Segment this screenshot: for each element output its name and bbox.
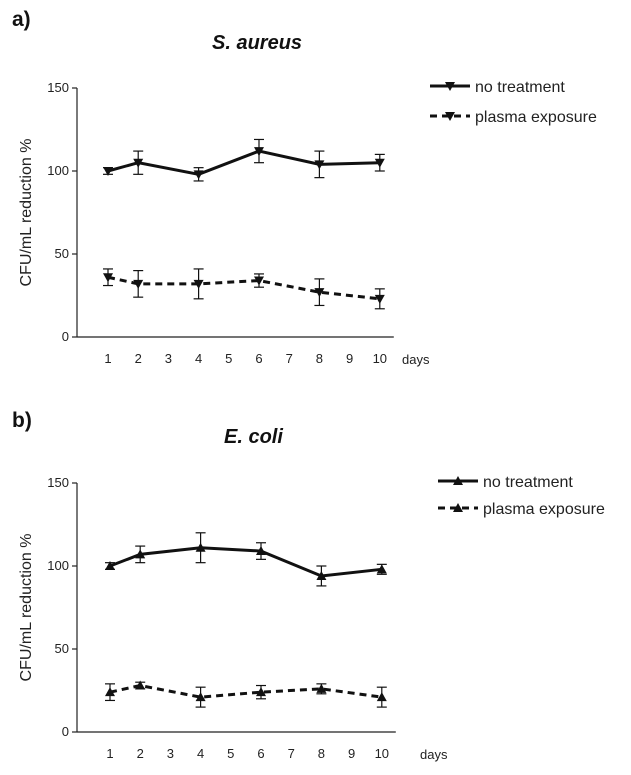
series-line-plasma [109, 683, 383, 699]
series-line-no-treatment [107, 149, 380, 176]
y-axis-label: CFU/mL reduction % [18, 139, 35, 287]
chart-title-a: S. aureus [212, 32, 303, 54]
y-tick-label: 100 [47, 163, 69, 178]
legend-label: plasma exposure [483, 501, 605, 518]
data-point [256, 546, 266, 556]
x-tick-label: 5 [227, 746, 234, 761]
chart-panel-a: 0 50 100 150 1 2 3 4 5 6 7 8 9 10 days CFU/mL reduction… [0, 0, 631, 380]
x-tick-label: 2 [135, 351, 142, 366]
x-tick-label: 7 [286, 351, 293, 366]
data-point [135, 549, 146, 559]
chart-panel-b: 0 50 100 150 1 2 3 4 5 6 7 8 9 10 days CFU/mL reduction… [0, 395, 631, 775]
data-point [105, 687, 115, 697]
data-point [376, 692, 387, 702]
x-tick-label: 3 [167, 746, 174, 761]
x-axis-label: days [420, 747, 448, 762]
x-tick-label: 10 [373, 351, 387, 366]
x-tick-label: 6 [257, 746, 264, 761]
x-tick-label: 1 [104, 351, 111, 366]
panel-label-a: a) [12, 8, 31, 31]
chart-b-plot: 0 50 100 150 1 2 3 4 5 6 7 8 9 10 days CFU/mL reduction… [18, 474, 605, 762]
data-point [103, 167, 113, 176]
x-tick-label: 9 [346, 351, 353, 366]
x-tick-label: 9 [348, 746, 355, 761]
y-tick-label: 0 [62, 724, 69, 739]
y-tick-label: 150 [47, 475, 69, 490]
data-point [254, 147, 264, 157]
legend-marker [453, 476, 463, 485]
legend-label: no treatment [483, 474, 573, 491]
y-tick-label: 100 [47, 558, 69, 573]
y-tick-label: 50 [55, 641, 69, 656]
data-point [193, 279, 204, 289]
data-point [316, 683, 327, 693]
chart-title-b: E. coli [224, 426, 283, 448]
data-point [316, 570, 327, 580]
y-tick-label: 50 [55, 246, 69, 261]
data-point [195, 542, 206, 552]
panel-label-b: b) [12, 409, 32, 432]
data-point [374, 158, 385, 168]
y-tick-label: 150 [47, 80, 69, 95]
x-tick-label: 8 [316, 351, 323, 366]
x-axis-label: days [402, 352, 430, 367]
legend-label: no treatment [475, 79, 565, 96]
chart-a-plot: 0 50 100 150 1 2 3 4 5 6 7 8 9 10 days CFU/mL reduction… [18, 79, 597, 367]
x-tick-label: 8 [318, 746, 325, 761]
x-tick-label: 5 [225, 351, 232, 366]
data-point [133, 279, 144, 289]
data-point [256, 687, 266, 697]
legend-marker [445, 112, 455, 121]
legend-marker [445, 82, 455, 91]
data-point [374, 294, 385, 304]
x-tick-label: 4 [195, 351, 202, 366]
data-point [376, 564, 387, 574]
data-point [314, 288, 325, 298]
data-point [133, 158, 144, 168]
series-line-plasma [107, 275, 380, 301]
y-tick-label: 0 [62, 329, 69, 344]
x-tick-label: 3 [165, 351, 172, 366]
x-tick-label: 4 [197, 746, 204, 761]
x-tick-label: 10 [375, 746, 389, 761]
data-point [103, 273, 113, 283]
legend-marker [453, 503, 463, 512]
data-point [314, 160, 325, 170]
x-tick-label: 6 [255, 351, 262, 366]
x-tick-label: 2 [137, 746, 144, 761]
x-tick-label: 1 [106, 746, 113, 761]
y-axis-label: CFU/mL reduction % [18, 534, 35, 682]
data-point [195, 692, 206, 702]
series-line-no-treatment [109, 546, 382, 578]
data-point [193, 170, 204, 180]
data-point [135, 680, 146, 690]
data-point [105, 561, 115, 570]
legend-label: plasma exposure [475, 109, 597, 126]
x-tick-label: 7 [288, 746, 295, 761]
data-point [254, 276, 264, 286]
